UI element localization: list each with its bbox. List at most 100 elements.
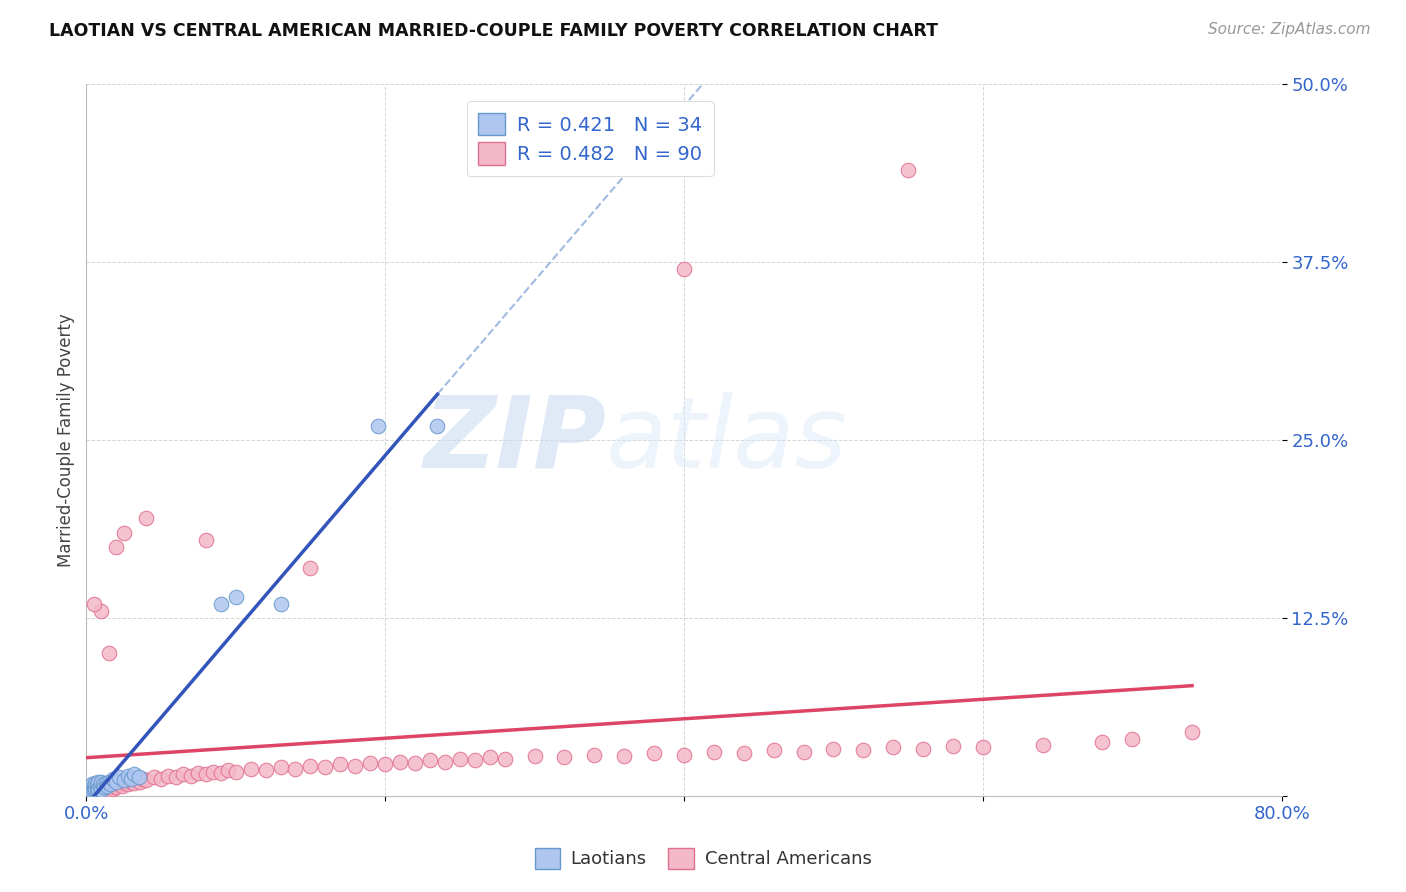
Point: [86, 779, 108, 793]
Point: [912, 741, 935, 756]
Point: [90, 783, 112, 797]
Point: [553, 750, 575, 764]
Point: [122, 767, 145, 781]
Point: [129, 774, 152, 789]
Point: [80, 783, 103, 797]
Point: [112, 773, 135, 788]
Point: [94, 776, 117, 790]
Point: [97, 774, 120, 789]
Point: [112, 525, 135, 540]
Point: [1181, 724, 1204, 739]
Point: [108, 777, 131, 791]
Point: [344, 759, 367, 773]
Legend: Laotians, Central Americans: Laotians, Central Americans: [527, 840, 879, 876]
Text: Source: ZipAtlas.com: Source: ZipAtlas.com: [1208, 22, 1371, 37]
Point: [449, 752, 471, 766]
Point: [111, 779, 134, 793]
Point: [108, 770, 131, 784]
Point: [103, 781, 125, 796]
Point: [897, 162, 920, 177]
Point: [374, 757, 396, 772]
Point: [98, 777, 121, 791]
Point: [135, 511, 157, 525]
Point: [270, 760, 292, 774]
Point: [464, 753, 486, 767]
Point: [643, 746, 665, 760]
Point: [165, 770, 187, 784]
Point: [225, 590, 247, 604]
Point: [299, 561, 322, 575]
Point: [217, 763, 239, 777]
Point: [135, 773, 157, 788]
Point: [270, 597, 292, 611]
Point: [83, 784, 105, 798]
Point: [733, 746, 755, 760]
Point: [150, 772, 173, 786]
Point: [84, 776, 107, 790]
Point: [120, 774, 142, 789]
Point: [823, 741, 845, 756]
Point: [86, 783, 108, 797]
Point: [93, 780, 115, 795]
Point: [105, 540, 128, 554]
Point: [180, 769, 202, 783]
Point: [87, 781, 110, 796]
Point: [972, 740, 994, 755]
Point: [104, 779, 127, 793]
Point: [194, 533, 217, 547]
Point: [82, 781, 104, 796]
Point: [105, 780, 128, 795]
Text: LAOTIAN VS CENTRAL AMERICAN MARRIED-COUPLE FAMILY POVERTY CORRELATION CHART: LAOTIAN VS CENTRAL AMERICAN MARRIED-COUP…: [49, 22, 938, 40]
Point: [114, 776, 136, 790]
Point: [83, 779, 105, 793]
Point: [187, 766, 209, 780]
Point: [83, 783, 105, 797]
Point: [523, 748, 546, 763]
Point: [852, 743, 875, 757]
Point: [77, 783, 100, 797]
Point: [367, 418, 389, 433]
Point: [96, 779, 118, 793]
Point: [942, 739, 965, 753]
Point: [91, 777, 114, 791]
Point: [225, 764, 247, 779]
Point: [90, 781, 112, 796]
Point: [82, 784, 104, 798]
Point: [762, 743, 785, 757]
Point: [94, 781, 117, 796]
Point: [359, 756, 381, 770]
Point: [882, 740, 904, 755]
Point: [91, 783, 114, 797]
Point: [254, 763, 277, 777]
Point: [93, 780, 115, 795]
Point: [209, 597, 232, 611]
Legend: R = 0.421   N = 34, R = 0.482   N = 90: R = 0.421 N = 34, R = 0.482 N = 90: [467, 102, 714, 177]
Point: [128, 770, 150, 784]
Point: [127, 773, 149, 788]
Point: [419, 753, 441, 767]
Point: [84, 780, 107, 795]
Point: [122, 776, 145, 790]
Point: [703, 745, 725, 759]
Text: ZIP: ZIP: [423, 392, 606, 489]
Point: [89, 784, 111, 798]
Point: [389, 755, 412, 769]
Text: atlas: atlas: [606, 392, 848, 489]
Point: [96, 779, 118, 793]
Point: [426, 418, 449, 433]
Point: [100, 780, 122, 795]
Point: [103, 772, 125, 786]
Point: [105, 774, 128, 789]
Point: [314, 760, 336, 774]
Point: [239, 762, 262, 776]
Point: [90, 774, 112, 789]
Point: [672, 262, 695, 277]
Point: [83, 597, 105, 611]
Point: [284, 762, 307, 776]
Point: [202, 764, 225, 779]
Point: [478, 750, 501, 764]
Point: [1091, 734, 1114, 748]
Point: [433, 755, 456, 769]
Point: [494, 752, 516, 766]
Point: [82, 777, 104, 791]
